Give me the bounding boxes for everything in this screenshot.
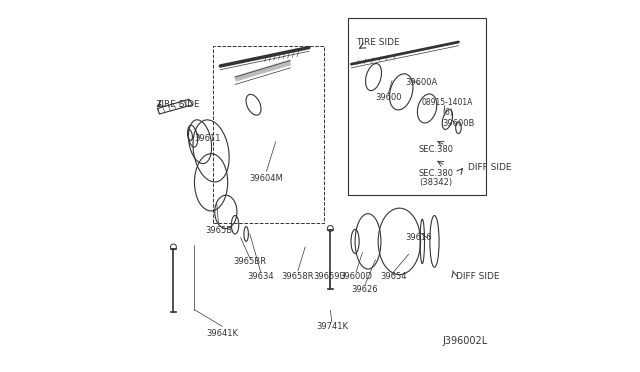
Text: TIRE SIDE: TIRE SIDE [156, 100, 199, 109]
Text: 39641K: 39641K [206, 329, 238, 338]
Text: 39604M: 39604M [250, 174, 284, 183]
Text: (6): (6) [442, 108, 453, 117]
Text: 39658R: 39658R [282, 272, 314, 281]
Text: 39659U: 39659U [313, 272, 346, 281]
Text: 39600: 39600 [375, 93, 401, 102]
Text: 39600D: 39600D [340, 272, 372, 281]
Text: 39634: 39634 [248, 272, 274, 281]
Text: (38342): (38342) [420, 178, 453, 187]
Text: 39600A: 39600A [405, 78, 438, 87]
Text: 39654: 39654 [381, 272, 407, 281]
Text: DIFF SIDE: DIFF SIDE [456, 272, 499, 281]
Text: 39611: 39611 [194, 134, 221, 142]
Text: 39600B: 39600B [442, 119, 475, 128]
Text: 39616: 39616 [406, 233, 432, 242]
Text: SEC.380: SEC.380 [419, 169, 454, 177]
Text: SEC.380: SEC.380 [419, 145, 454, 154]
Text: TIRE SIDE: TIRE SIDE [356, 38, 400, 46]
Text: 3965BR: 3965BR [234, 257, 266, 266]
Text: 3965B: 3965B [205, 226, 232, 235]
Text: DIFF SIDE: DIFF SIDE [468, 163, 511, 172]
Text: 08915-1401A: 08915-1401A [422, 99, 473, 108]
Text: 39626: 39626 [352, 285, 378, 294]
Text: 39741K: 39741K [316, 322, 348, 331]
Text: J396002L: J396002L [443, 336, 488, 346]
